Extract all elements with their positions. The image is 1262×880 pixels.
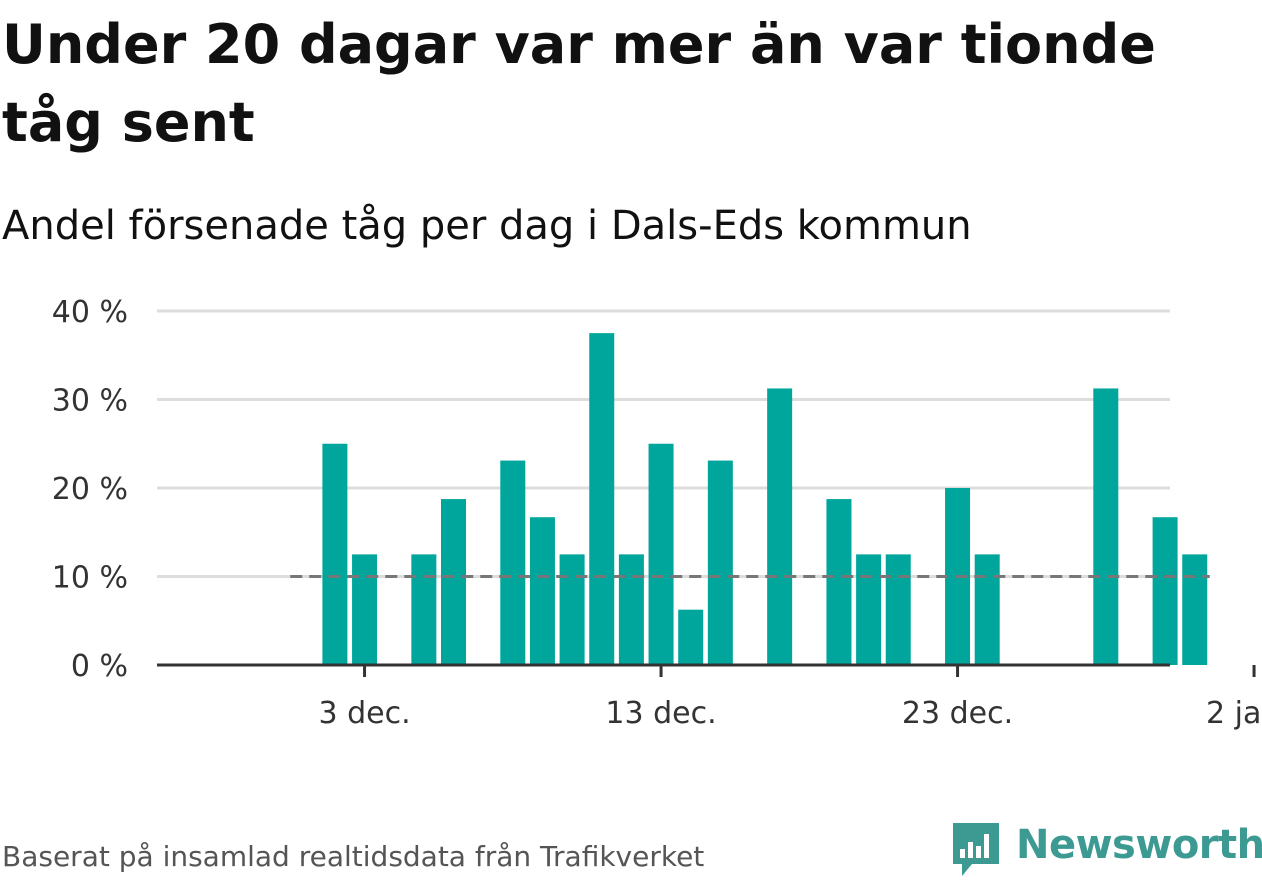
brand-name: Newsworthy <box>1016 822 1262 868</box>
bar <box>885 554 911 665</box>
bar <box>678 609 704 665</box>
y-tick-label: 30 % <box>52 384 128 419</box>
bar <box>411 554 437 665</box>
source-note: Baserat på insamlad realtidsdata från Tr… <box>2 840 705 873</box>
bar <box>529 517 555 665</box>
bar <box>856 554 882 665</box>
bar <box>441 499 466 665</box>
bar-chart: 0 % 10 % 20 % 30 % 40 % 3 dec. 13 dec. 23 dec.… <box>52 295 1262 731</box>
x-tick-label: 23 dec. <box>902 696 1013 731</box>
bar <box>648 443 674 665</box>
bar <box>707 460 733 665</box>
axes <box>157 663 1256 677</box>
bars <box>322 333 1208 665</box>
y-tick-label: 20 % <box>52 472 128 507</box>
bar <box>1152 517 1178 665</box>
x-tick-label: 2 jan. <box>1206 696 1262 731</box>
y-tick-labels: 0 % 10 % 20 % 30 % 40 % <box>52 295 128 684</box>
bar <box>322 443 348 665</box>
bar <box>559 554 585 665</box>
chart-subtitle: Andel försenade tåg per dag i Dals-Eds k… <box>2 203 972 249</box>
x-tick-label: 13 dec. <box>605 696 716 731</box>
bar <box>589 333 615 665</box>
chart-title: Under 20 dagar var mer än var tionde tåg… <box>2 13 1156 154</box>
newsworthy-logo-icon <box>953 823 999 876</box>
x-tick-label: 3 dec. <box>318 696 410 731</box>
y-tick-label: 40 % <box>52 295 128 330</box>
brand: Newsworthy <box>950 818 1262 880</box>
x-tick-labels: 3 dec. 13 dec. 23 dec. 2 jan. <box>318 696 1262 731</box>
bar <box>352 554 378 665</box>
y-tick-label: 10 % <box>52 561 128 596</box>
bar <box>500 460 526 665</box>
bar <box>1093 388 1119 665</box>
bar <box>826 499 852 665</box>
bar <box>974 554 1000 665</box>
bar <box>1182 554 1208 665</box>
y-tick-label: 0 % <box>71 649 128 684</box>
bar <box>767 388 793 665</box>
bar <box>618 554 644 665</box>
